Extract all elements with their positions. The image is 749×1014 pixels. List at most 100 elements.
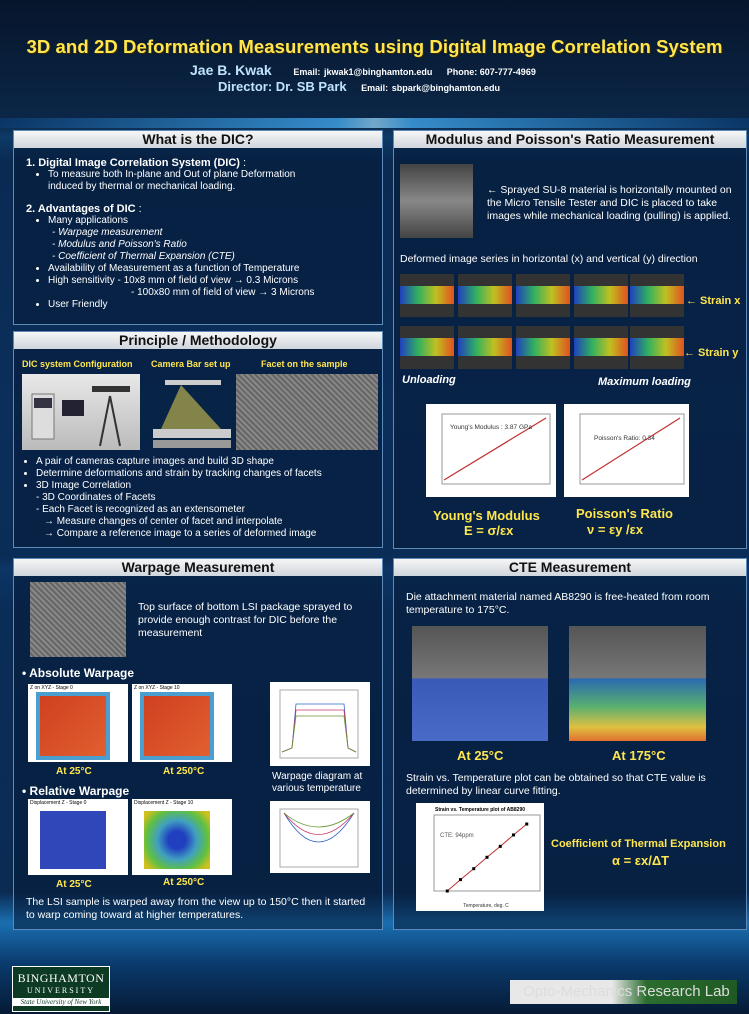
cte-coeff-title: Coefficient of Thermal Expansion [551, 838, 726, 850]
rel-warpage-map-25: Displacement Z - Stage 0 [28, 799, 128, 875]
pr-title: Poisson's Ratio [576, 506, 673, 521]
warpage-desc: Top surface of bottom LSI package spraye… [138, 601, 353, 639]
strain-y-label: ← Strain y [684, 347, 739, 359]
strain-temp-chart: Strain vs. Temperature plot of AB8290 CT… [416, 803, 544, 911]
strain-y-frame [516, 326, 570, 369]
principle-b3: 3D Image Correlation [36, 480, 396, 492]
dic-heading: What is the DIC? [14, 131, 382, 148]
header-glow-divider [0, 118, 749, 128]
principle-list: A pair of cameras capture images and bui… [14, 456, 396, 540]
warpage-conclusion: The LSI sample is warped away from the v… [26, 896, 366, 921]
cte-data-point [512, 833, 515, 837]
cte-image-175 [569, 626, 706, 741]
cte-image-25 [412, 626, 548, 741]
principle-panel: Principle / Methodology DIC system Confi… [13, 331, 383, 548]
camera-bar-illustration [153, 380, 231, 448]
cte-plot-frame [433, 814, 541, 892]
dic-section1-title: 1. Digital Image Correlation System (DIC… [26, 157, 240, 169]
strain-y-frame [458, 326, 512, 369]
map1-plot [36, 692, 110, 760]
map3-title: Displacement Z - Stage 0 [30, 800, 87, 806]
author-email[interactable]: jkwak1@binghamton.edu [324, 67, 433, 77]
abs-at250: At 250°C [163, 766, 205, 777]
cte-data-point [472, 867, 476, 871]
strain-x-frame [574, 274, 628, 317]
youngs-modulus-chart: Young's Modulus : 3.87 GPa [426, 404, 556, 497]
strain-x-frame [400, 274, 454, 317]
lab-badge: Opto-Mechanics Research Lab [510, 980, 737, 1004]
ym-chart-label: Young's Modulus : 3.87 GPa [450, 424, 532, 431]
poissons-ratio-chart: Poisson's Ratio: 0.34 [564, 404, 689, 497]
rel-warpage-map-250: Displacement Z - Stage 10 [132, 799, 232, 875]
email-label: Email: [293, 67, 321, 77]
modulus-panel: Modulus and Poisson's Ratio Measurement … [393, 130, 747, 549]
cte-coeff-eq: α = εx/ΔT [612, 853, 670, 868]
facet-sample-photo [236, 374, 378, 450]
abs-warpage-map-25: Z on XYZ - Stage 0 [28, 684, 128, 762]
dic-system-illustration [31, 386, 130, 447]
poissons-ratio-plot: Poisson's Ratio: 0.34 [579, 413, 685, 485]
logo-line3: State University of New York [13, 998, 109, 1006]
rel-at25: At 25°C [56, 879, 92, 890]
director-name: Director: Dr. SB Park [218, 79, 347, 94]
dic-s1-bullet: To measure both In-plane and Out of plan… [48, 169, 318, 193]
caption-camera-bar: Camera Bar set up [151, 359, 231, 369]
su8-specimen-photo [400, 164, 473, 238]
dic-section2-colon: : [135, 203, 142, 215]
strain-x-frame [458, 274, 512, 317]
principle-b2: Determine deformations and strain by tra… [36, 468, 396, 480]
warpage-panel: Warpage Measurement Top surface of botto… [13, 558, 383, 930]
author-line: Jae B. Kwak Email: jkwak1@binghamton.edu… [190, 62, 536, 78]
map2-title: Z on XYZ - Stage 10 [134, 685, 180, 691]
dic-bullet-user-friendly: User Friendly [48, 299, 382, 311]
map1-title: Z on XYZ - Stage 0 [30, 685, 73, 691]
strain-temp-plot: Strain vs. Temperature plot of AB8290 CT… [433, 807, 541, 909]
poster-header: 3D and 2D Deformation Measurements using… [0, 0, 749, 120]
dic-body: 1. Digital Image Correlation System (DIC… [14, 148, 382, 311]
modulus-heading: Modulus and Poisson's Ratio Measurement [394, 131, 746, 148]
strain-x-frame [516, 274, 570, 317]
dic-section2-title: 2. Advantages of DIC [26, 203, 136, 215]
cte-heading: CTE Measurement [394, 559, 746, 576]
principle-b3c: → Measure changes of center of facet and… [44, 516, 283, 527]
relative-warpage-label: • Relative Warpage [22, 784, 130, 798]
dic-app-warpage: - Warpage measurement [52, 227, 163, 238]
author-phone: Phone: 607-777-4969 [446, 67, 536, 77]
rel-warpage-diagram [270, 801, 370, 873]
director-line: Director: Dr. SB Park Email: sbpark@bing… [218, 79, 500, 94]
poster-title: 3D and 2D Deformation Measurements using… [26, 36, 723, 57]
dic-section1-colon: : [239, 157, 247, 169]
cte-data-point [485, 855, 489, 859]
cte-at175: At 175°C [612, 748, 666, 763]
director-email-label: Email: [361, 83, 389, 93]
principle-heading: Principle / Methodology [14, 332, 382, 349]
map2-plot [140, 692, 214, 760]
dic-bullet-temperature: Availability of Measurement as a functio… [48, 263, 382, 275]
dic-app-modulus: - Modulus and Poisson's Ratio [52, 239, 187, 250]
camera-bar-diagram [151, 374, 233, 450]
abs-warpage-map-250: Z on XYZ - Stage 10 [132, 684, 232, 762]
cte-data-point [525, 822, 529, 826]
map4-title: Displacement Z - Stage 10 [134, 800, 194, 806]
dic-bullet-applications: Many applications [48, 215, 382, 227]
logo-line1: BINGHAMTON [17, 971, 105, 985]
cte-at25: At 25°C [457, 748, 504, 763]
strain-x-frame [630, 274, 684, 317]
dic-app-cte: - Coefficient of Thermal Expansion (CTE) [52, 251, 235, 262]
principle-b3b: - Each Facet is recognized as an extenso… [36, 504, 245, 515]
dic-system-photo [22, 374, 140, 450]
pr-equation: ν = εy /εx [587, 522, 644, 537]
cte-intro: Die attachment material named AB8290 is … [406, 591, 710, 616]
rel-at250: At 250°C [163, 877, 205, 888]
director-email[interactable]: sbpark@binghamton.edu [391, 83, 500, 93]
map4-plot [144, 811, 210, 869]
lsi-package-photo [30, 582, 126, 657]
cte-chart-label: CTE: 94ppm [440, 833, 474, 839]
absolute-warpage-label: • Absolute Warpage [22, 666, 134, 680]
author-name: Jae B. Kwak [190, 62, 272, 78]
youngs-modulus-plot: Young's Modulus : 3.87 GPa [441, 413, 551, 485]
cte-desc: Strain vs. Temperature plot can be obtai… [406, 772, 706, 797]
rel-warpage-curves [279, 808, 359, 868]
cte-chart-title: Strain vs. Temperature plot of AB8290 [435, 807, 525, 813]
abs-warpage-diagram [270, 682, 370, 766]
